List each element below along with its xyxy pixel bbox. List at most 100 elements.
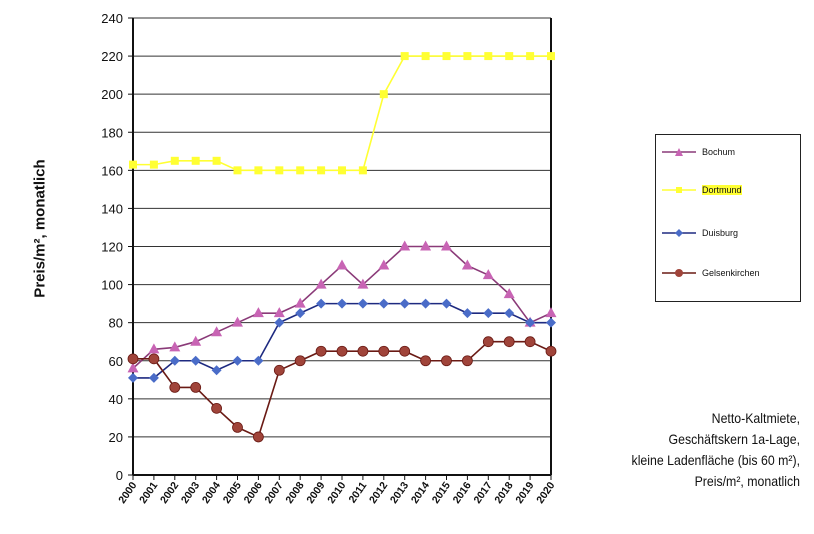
data-point-bochum <box>357 278 369 289</box>
data-point-duisburg <box>462 308 473 319</box>
x-tick-label: 2015 <box>430 480 453 506</box>
data-point-bochum <box>545 307 557 318</box>
data-point-dortmund <box>317 166 326 175</box>
data-point-bochum <box>294 297 306 308</box>
chart-caption: Netto-Kaltmiete, Geschäftskern 1a-Lage, … <box>589 408 800 492</box>
data-point-gelsenkirchen <box>461 355 473 367</box>
data-point-dortmund <box>526 52 535 61</box>
data-point-dortmund <box>379 90 388 99</box>
x-tick-label: 2002 <box>158 480 181 506</box>
data-point-bochum <box>399 240 411 251</box>
y-tick-label: 0 <box>116 468 123 483</box>
x-tick-label: 2010 <box>325 480 348 506</box>
data-point-dortmund <box>296 166 305 175</box>
x-tick-label: 2001 <box>137 480 160 506</box>
data-point-bochum <box>315 278 327 289</box>
y-tick-label: 120 <box>101 240 123 255</box>
y-tick-label: 160 <box>101 163 123 178</box>
data-point-dortmund <box>191 156 200 165</box>
caption-line: Geschäftskern 1a-Lage, <box>668 431 800 447</box>
data-point-gelsenkirchen <box>273 364 285 376</box>
y-tick-label: 140 <box>101 201 123 216</box>
data-point-duisburg <box>316 298 327 309</box>
data-point-duisburg <box>337 298 347 309</box>
y-axis-label: Preis/m², monatlich <box>31 159 49 298</box>
data-point-gelsenkirchen <box>127 353 139 365</box>
legend-item-dortmund: Dortmund <box>662 185 742 195</box>
data-point-duisburg <box>441 298 452 309</box>
data-point-duisburg <box>211 365 222 376</box>
data-point-dortmund <box>170 156 179 165</box>
data-point-duisburg <box>504 308 515 319</box>
legend-marker-dortmund <box>662 187 696 193</box>
data-point-bochum <box>420 240 432 251</box>
data-point-bochum <box>211 326 223 337</box>
data-point-gelsenkirchen <box>190 382 202 393</box>
data-point-bochum <box>252 307 264 318</box>
x-tick-label: 2000 <box>116 480 139 506</box>
data-point-gelsenkirchen <box>148 353 160 365</box>
legend: Bochum Dortmund Duisburg Gelsenkirchen <box>655 134 801 302</box>
x-tick-label: 2008 <box>283 480 306 506</box>
x-tick-label: 2003 <box>179 480 202 506</box>
data-point-bochum <box>461 259 473 270</box>
x-tick-label: 2013 <box>388 480 411 506</box>
x-tick-label: 2014 <box>409 480 432 506</box>
data-point-gelsenkirchen <box>232 421 243 433</box>
data-point-gelsenkirchen <box>441 355 452 367</box>
x-tick-label: 2004 <box>200 480 223 506</box>
data-point-duisburg <box>357 298 368 309</box>
data-point-gelsenkirchen <box>252 431 264 443</box>
data-point-duisburg <box>546 317 556 328</box>
data-point-gelsenkirchen <box>545 345 557 357</box>
data-point-dortmund <box>212 156 221 165</box>
data-point-gelsenkirchen <box>399 345 411 357</box>
data-point-duisburg <box>169 355 180 366</box>
data-point-dortmund <box>358 166 367 175</box>
data-point-bochum <box>503 288 515 299</box>
data-point-dortmund <box>338 166 346 175</box>
data-point-gelsenkirchen <box>420 355 432 367</box>
data-point-bochum <box>378 259 390 270</box>
x-tick-label: 2018 <box>492 480 515 506</box>
legend-label: Duisburg <box>702 228 739 238</box>
data-point-gelsenkirchen <box>169 382 181 393</box>
data-point-duisburg <box>420 298 431 309</box>
data-point-bochum <box>441 240 452 251</box>
x-tick-label: 2017 <box>472 480 495 506</box>
data-point-bochum <box>148 343 160 354</box>
y-tick-label: 80 <box>109 316 123 331</box>
data-point-dortmund <box>400 52 409 61</box>
legend-marker-bochum <box>662 148 696 156</box>
x-tick-label: 2005 <box>221 480 244 506</box>
data-point-gelsenkirchen <box>336 345 348 357</box>
caption-line: Preis/m², monatlich <box>694 473 800 489</box>
x-tick-label: 2011 <box>346 480 369 506</box>
data-point-gelsenkirchen <box>357 345 369 357</box>
data-point-duisburg <box>190 355 201 366</box>
data-point-bochum <box>127 362 139 373</box>
x-tick-label: 2020 <box>534 480 557 506</box>
data-point-duisburg <box>128 372 138 383</box>
x-tick-label: 2016 <box>451 480 474 506</box>
data-point-duisburg <box>483 308 494 319</box>
data-point-duisburg <box>295 308 306 319</box>
data-point-dortmund <box>254 166 263 175</box>
data-point-bochum <box>482 269 494 280</box>
x-tick-label: 2006 <box>242 480 265 506</box>
data-point-bochum <box>273 307 285 318</box>
series-line-dortmund <box>133 55 551 172</box>
data-point-duisburg <box>525 317 536 328</box>
data-point-duisburg <box>232 355 243 366</box>
x-tick-label: 2007 <box>263 480 286 506</box>
x-tick-label: 2009 <box>304 480 327 506</box>
legend-item-gelsenkirchen: Gelsenkirchen <box>662 268 760 278</box>
x-tick-label: 2012 <box>367 480 390 506</box>
data-point-gelsenkirchen <box>211 402 223 414</box>
legend-item-bochum: Bochum <box>662 147 735 157</box>
caption-line: kleine Ladenfläche (bis 60 m²), <box>631 452 800 468</box>
data-point-bochum <box>190 335 202 346</box>
data-point-duisburg <box>274 317 285 328</box>
y-tick-label: 100 <box>101 278 123 293</box>
